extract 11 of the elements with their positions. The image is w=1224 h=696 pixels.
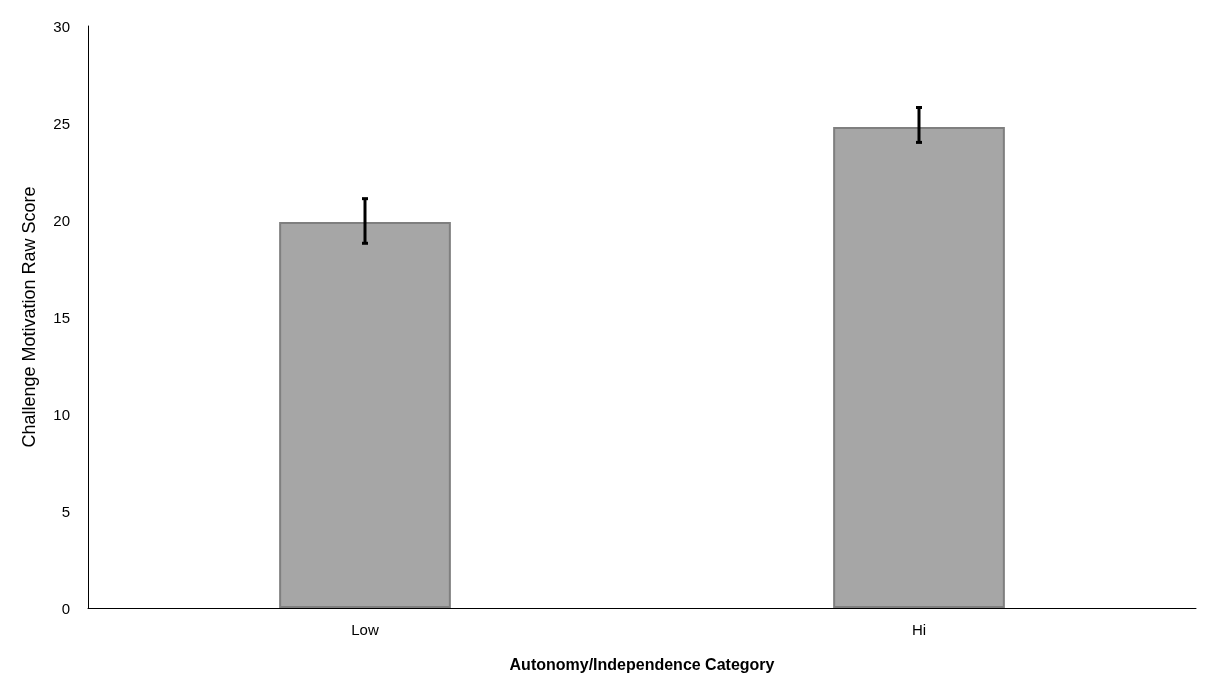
y-tick-label: 5 xyxy=(61,502,70,520)
x-tick-label: Hi xyxy=(911,621,927,638)
y-tick-label: 20 xyxy=(53,211,70,229)
y-tick-label: 25 xyxy=(53,114,70,132)
x-axis-title: Autonomy/Independence Category xyxy=(509,655,775,673)
y-axis-title: Challenge Motivation Raw Score xyxy=(19,186,39,448)
y-tick-label: 30 xyxy=(53,17,70,35)
y-tick-label: 0 xyxy=(61,599,70,617)
x-tick-label: Low xyxy=(351,621,379,638)
y-tick-label: 15 xyxy=(53,308,70,326)
y-tick-label: 10 xyxy=(53,405,70,423)
